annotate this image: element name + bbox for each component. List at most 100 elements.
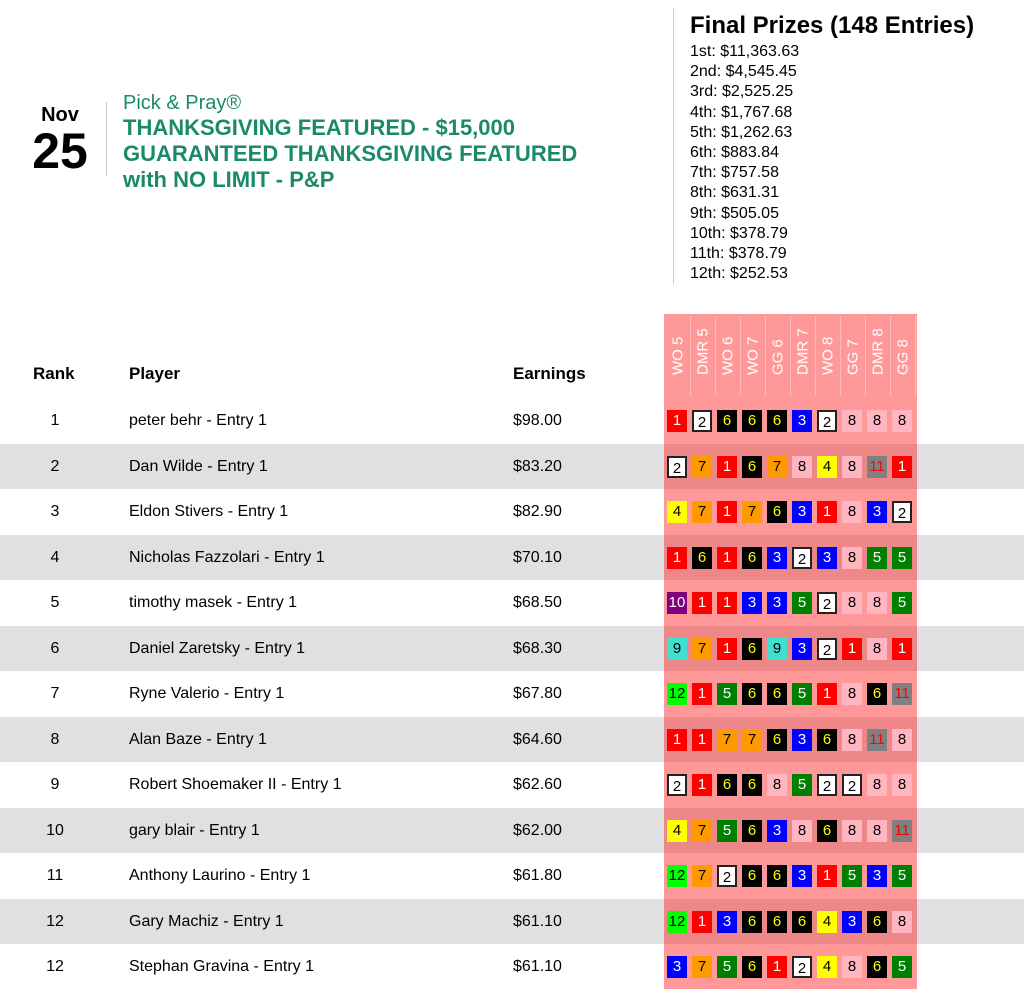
pick-saddle-cloth: 2 [667,774,687,796]
pick-saddle-cloth: 3 [742,592,762,614]
player-name[interactable]: Nicholas Fazzolari - Entry 1 [129,548,325,566]
pick-saddle-cloth: 2 [792,956,812,978]
pick-saddle-cloth: 3 [667,956,687,978]
pick-saddle-cloth: 3 [817,546,837,569]
pick-saddle-cloth: 1 [692,683,712,705]
race-header-label: DMR 5 [694,328,712,375]
player-name[interactable]: Robert Shoemaker II - Entry 1 [129,776,342,793]
pick-saddle-cloth: 3 [867,865,887,887]
pick-saddle-cloth: 5 [892,546,912,569]
pick-saddle-cloth: 7 [692,637,712,660]
rank: 5 [50,594,60,611]
player-name[interactable]: gary blair - Entry 1 [129,821,260,839]
pick-saddle-cloth: 6 [742,819,762,842]
pick-saddle-cloth: 1 [767,956,787,978]
pick-saddle-cloth: 6 [717,774,737,796]
pick-saddle-cloth: 3 [842,910,862,933]
table-row[interactable]: 4 Nicholas Fazzolari - Entry 1 $70.10 1 6 1… [0,534,1024,580]
pick-saddle-cloth: 5 [717,819,737,842]
prize-item: 6th: $883.84 [690,144,779,162]
table-row[interactable]: 12 Gary Machiz - Entry 1 $61.10 12 1 3 6 6 6 4 3… [0,898,1024,944]
pick-saddle-cloth: 8 [842,410,862,432]
race-header: GG 7 [841,316,866,396]
table-row[interactable]: 12 Stephan Gravina - Entry 1 $61.10 3 7 5 6 1… [0,944,1024,989]
table-row[interactable]: 2 Dan Wilde - Entry 1 $83.20 2 7 1 6 7 8 4 8 11 1 [0,443,1024,489]
pick-saddle-cloth: 7 [692,819,712,842]
pick-saddle-cloth: 6 [742,865,762,887]
pick-saddle-cloth: 1 [892,637,912,660]
prize-item: 4th: $1,767.68 [690,103,793,121]
rank: 6 [50,639,60,657]
player-name[interactable]: Eldon Stivers - Entry 1 [129,503,289,520]
pick-saddle-cloth: 6 [742,637,762,660]
player-name[interactable]: Dan Wilde - Entry 1 [129,457,268,475]
player-name[interactable]: timothy masek - Entry 1 [129,594,298,611]
pick-saddle-cloth: 1 [667,410,687,432]
pick-saddle-cloth: 1 [717,637,737,660]
pick-saddle-cloth: 7 [742,728,762,751]
pick-saddle-cloth: 6 [742,774,762,796]
player-name[interactable]: Gary Machiz - Entry 1 [129,912,284,930]
pick-saddle-cloth: 6 [867,683,887,705]
header-rank[interactable]: Rank [33,364,75,383]
pick-saddle-cloth: 2 [667,455,687,478]
pick-saddle-cloth: 6 [867,910,887,933]
header-earnings[interactable]: Earnings [513,364,586,383]
pick-saddle-cloth: 8 [792,819,812,842]
player-name[interactable]: Alan Baze - Entry 1 [129,730,267,748]
event-title: Pick & Pray® THANKSGIVING FEATURED - $15… [123,92,577,193]
race-header-label: GG 7 [844,339,862,375]
pick-saddle-cloth: 8 [842,455,862,478]
pick-saddle-cloth: 5 [892,592,912,614]
pick-saddle-cloth: 6 [742,410,762,432]
earnings: $98.00 [513,412,562,429]
pick-saddle-cloth: 8 [867,637,887,660]
pick-saddle-cloth: 7 [692,455,712,478]
table-row[interactable]: 1 peter behr - Entry 1 $98.00 1 2 6 6 6 3 2 8 8 8 [0,398,1024,443]
pick-saddle-cloth: 8 [867,774,887,796]
table-row[interactable]: 5 timothy masek - Entry 1 $68.50 10 1 1 3 3 5 2… [0,580,1024,625]
pick-saddle-cloth: 6 [742,683,762,705]
race-header-label: DMR 7 [794,328,812,375]
pick-saddle-cloth: 8 [867,592,887,614]
pick-saddle-cloth: 3 [767,819,787,842]
race-header-label: WO 8 [819,336,837,375]
table-row[interactable]: 10 gary blair - Entry 1 $62.00 4 7 5 6 3 8 6 8 8 1… [0,807,1024,853]
pick-saddle-cloth: 6 [717,410,737,432]
pick-saddle-cloth: 7 [692,956,712,978]
pick-saddle-cloth: 3 [717,910,737,933]
table-row[interactable]: 6 Daniel Zaretsky - Entry 1 $68.30 9 7 1 6 9 3… [0,625,1024,671]
pick-saddle-cloth: 1 [717,501,737,523]
table-row[interactable]: 9 Robert Shoemaker II - Entry 1 $62.60 2 1… [0,762,1024,807]
player-name[interactable]: Anthony Laurino - Entry 1 [129,867,311,884]
pick-saddle-cloth: 5 [892,956,912,978]
table-row[interactable]: 3 Eldon Stivers - Entry 1 $82.90 4 7 1 7 6 3 1 8… [0,489,1024,534]
pick-saddle-cloth: 11 [892,819,912,842]
pick-saddle-cloth: 3 [767,546,787,569]
pick-saddle-cloth: 6 [767,501,787,523]
player-name[interactable]: Daniel Zaretsky - Entry 1 [129,639,306,657]
rank: 3 [50,503,60,520]
pick-saddle-cloth: 6 [742,910,762,933]
pick-saddle-cloth: 2 [817,774,837,796]
player-name[interactable]: Ryne Valerio - Entry 1 [129,685,285,702]
header-player[interactable]: Player [129,364,181,383]
pick-saddle-cloth: 7 [717,728,737,751]
pick-saddle-cloth: 6 [867,956,887,978]
race-header: GG 6 [766,316,791,396]
table-row[interactable]: 8 Alan Baze - Entry 1 $64.60 1 1 7 7 6 3 6 8 11 8 [0,716,1024,762]
pick-saddle-cloth: 3 [792,637,812,660]
rank: 10 [46,821,64,839]
table-row[interactable]: 7 Ryne Valerio - Entry 1 $67.80 12 1 5 6 6 5 1 8… [0,671,1024,716]
table-row[interactable]: 11 Anthony Laurino - Entry 1 $61.80 12 7 2 6… [0,853,1024,898]
player-name[interactable]: peter behr - Entry 1 [129,412,267,429]
pick-saddle-cloth: 8 [892,774,912,796]
pick-saddle-cloth: 1 [717,546,737,569]
pick-saddle-cloth: 6 [767,410,787,432]
player-name[interactable]: Stephan Gravina - Entry 1 [129,958,314,975]
pick-saddle-cloth: 4 [817,910,837,933]
earnings: $83.20 [513,457,562,475]
pick-saddle-cloth: 7 [742,501,762,523]
rank: 9 [50,776,60,793]
pick-saddle-cloth: 6 [742,956,762,978]
